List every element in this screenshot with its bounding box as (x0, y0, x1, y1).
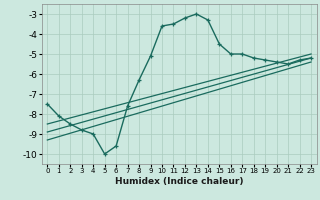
X-axis label: Humidex (Indice chaleur): Humidex (Indice chaleur) (115, 177, 244, 186)
